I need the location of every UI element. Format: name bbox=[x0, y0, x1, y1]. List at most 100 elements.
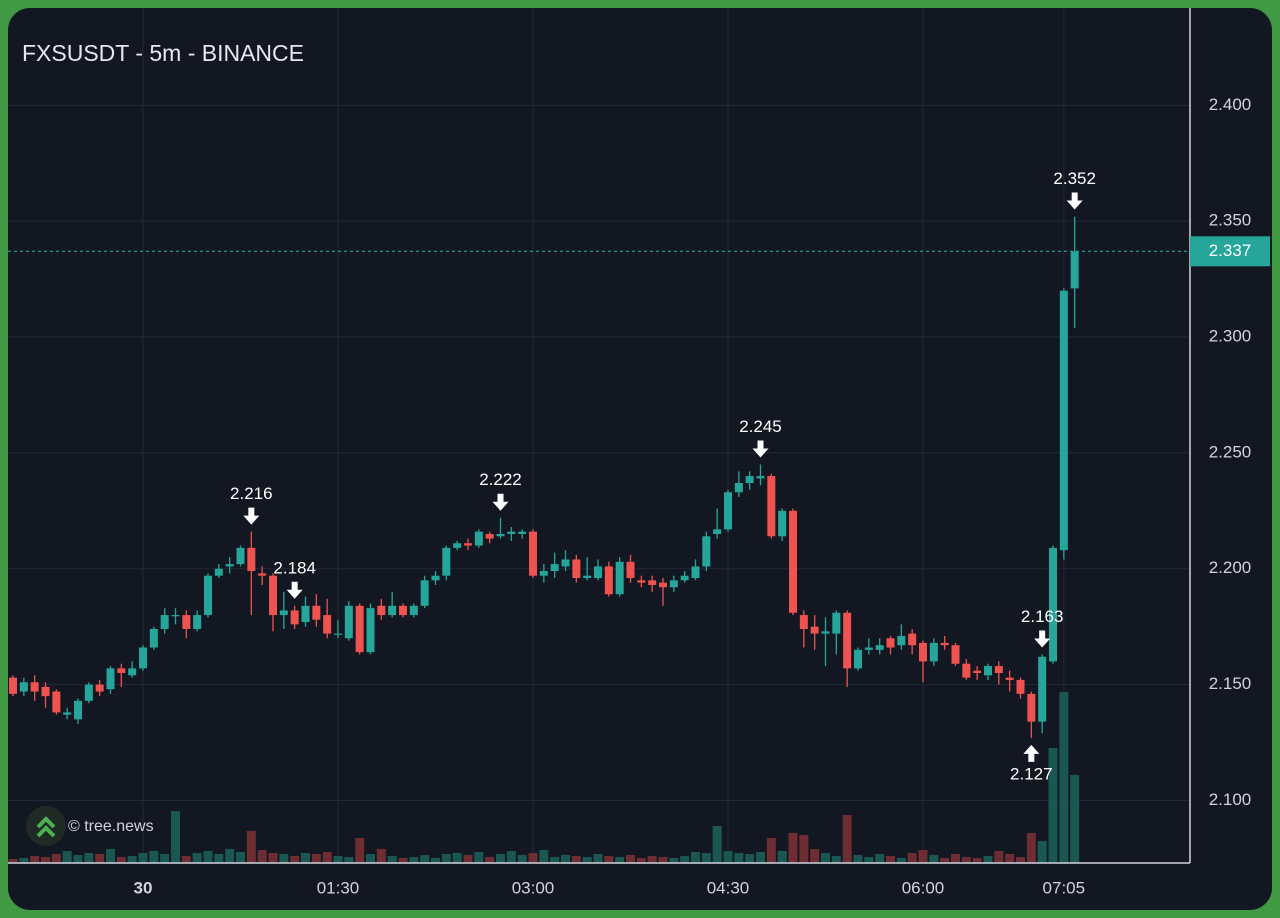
candle-body bbox=[561, 559, 570, 567]
candle-body bbox=[951, 645, 960, 664]
candle-body bbox=[279, 610, 288, 616]
volume-bar bbox=[246, 831, 256, 863]
candle-body bbox=[994, 666, 1003, 673]
volume-bar bbox=[929, 855, 939, 863]
candle-body bbox=[984, 666, 992, 676]
candle-layer bbox=[9, 216, 1079, 738]
volume-bar bbox=[983, 856, 993, 863]
candle-body bbox=[778, 510, 787, 537]
candle-body bbox=[929, 642, 938, 662]
volume-bar bbox=[517, 855, 527, 863]
candle-body bbox=[1027, 693, 1036, 722]
candle-body bbox=[84, 684, 93, 701]
high-annotation: 2.245 bbox=[739, 417, 782, 436]
candle-body bbox=[117, 668, 126, 673]
volume-bar bbox=[387, 856, 397, 863]
volume-bar bbox=[723, 851, 733, 863]
candle-body bbox=[604, 566, 613, 595]
volume-bar bbox=[452, 853, 462, 863]
candle-body bbox=[615, 561, 624, 595]
volume-bar bbox=[788, 833, 798, 863]
candle-body bbox=[269, 575, 277, 616]
low-annotation: 2.127 bbox=[1010, 764, 1053, 783]
candle-body bbox=[312, 605, 321, 620]
y-tick-label: 2.150 bbox=[1209, 674, 1252, 693]
x-tick-label: 07:05 bbox=[1043, 878, 1086, 897]
overlay-layer: 2.216 2.163 2.222 2.184 2.245 2.127 2.352 bbox=[8, 169, 1190, 783]
y-tick-label: 2.350 bbox=[1209, 211, 1252, 230]
candle-body bbox=[875, 645, 884, 650]
volume-bar bbox=[907, 853, 917, 863]
volume-bar bbox=[290, 856, 300, 863]
candle-body bbox=[204, 575, 212, 616]
candle-body bbox=[962, 663, 971, 678]
volume-bar bbox=[756, 852, 765, 863]
candle-body bbox=[973, 670, 982, 673]
candle-body bbox=[41, 686, 50, 697]
arrow-down bbox=[492, 493, 509, 511]
volume-bar bbox=[528, 853, 538, 863]
volume-bar bbox=[647, 856, 657, 863]
volume-bar bbox=[431, 858, 440, 863]
candle-body bbox=[399, 605, 407, 616]
x-tick-label: 01:30 bbox=[317, 878, 360, 897]
candle-body bbox=[214, 568, 223, 576]
candle-body bbox=[485, 533, 494, 539]
candle-body bbox=[713, 529, 722, 534]
volume-bar bbox=[506, 851, 516, 863]
arrow-up bbox=[1023, 744, 1040, 762]
candle-body bbox=[637, 580, 646, 583]
candle-body bbox=[496, 533, 505, 537]
volume-bar bbox=[181, 856, 191, 863]
candle-body bbox=[724, 492, 732, 530]
candle-body bbox=[1049, 547, 1057, 662]
volume-bar bbox=[333, 856, 343, 863]
x-tick-label: 30 bbox=[134, 878, 153, 897]
volume-bar bbox=[1037, 841, 1047, 863]
candle-body bbox=[810, 626, 819, 634]
volume-bar bbox=[550, 857, 560, 863]
volume-bar bbox=[19, 858, 29, 863]
candle-body bbox=[442, 547, 451, 576]
volume-bar bbox=[192, 853, 202, 863]
volume-bar bbox=[734, 853, 744, 863]
candle-body bbox=[301, 605, 310, 623]
candle-body bbox=[843, 612, 852, 669]
volume-bar bbox=[658, 857, 668, 863]
arrow-down bbox=[752, 440, 769, 458]
volume-bar bbox=[41, 857, 50, 863]
candle-body bbox=[171, 615, 180, 617]
candle-body bbox=[529, 531, 537, 576]
high-annotation: 2.222 bbox=[479, 470, 522, 489]
candle-body bbox=[745, 476, 754, 483]
candle-body bbox=[409, 605, 418, 616]
volume-bar bbox=[73, 855, 83, 863]
candle-body bbox=[247, 547, 256, 572]
candle-body bbox=[1038, 656, 1047, 722]
volume-bar bbox=[1070, 775, 1080, 863]
y-tick-label: 2.100 bbox=[1209, 790, 1252, 809]
volume-bar bbox=[1059, 692, 1069, 863]
candle-body bbox=[355, 605, 364, 653]
candle-body bbox=[106, 668, 115, 690]
candle-body bbox=[236, 547, 245, 565]
candle-body bbox=[377, 605, 386, 616]
candle-body bbox=[52, 691, 61, 713]
volume-bar bbox=[636, 858, 646, 863]
candle-body bbox=[626, 561, 635, 578]
candle-body bbox=[518, 531, 527, 534]
volume-bar bbox=[561, 855, 570, 863]
candle-body bbox=[648, 580, 657, 585]
high-annotation: 2.163 bbox=[1021, 607, 1064, 626]
high-annotation: 2.216 bbox=[230, 484, 273, 503]
arrow-down bbox=[286, 581, 303, 599]
volume-bar bbox=[485, 857, 495, 863]
volume-bar bbox=[886, 856, 895, 863]
volume-bar bbox=[669, 858, 679, 863]
volume-bar bbox=[961, 857, 971, 863]
candle-body bbox=[821, 631, 830, 634]
volume-bar bbox=[539, 850, 549, 863]
candle-body bbox=[583, 575, 592, 578]
volume-bar bbox=[51, 854, 61, 863]
